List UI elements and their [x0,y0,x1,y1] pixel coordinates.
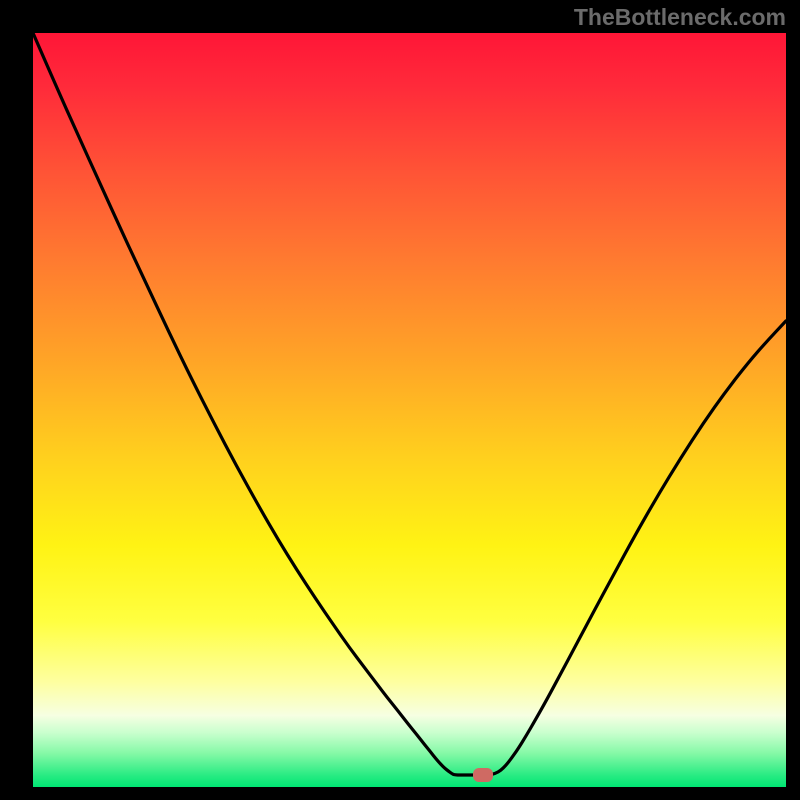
watermark-text: TheBottleneck.com [574,4,786,31]
chart-plot-area [33,33,786,787]
minimum-marker [473,768,493,782]
bottleneck-curve [33,33,786,787]
